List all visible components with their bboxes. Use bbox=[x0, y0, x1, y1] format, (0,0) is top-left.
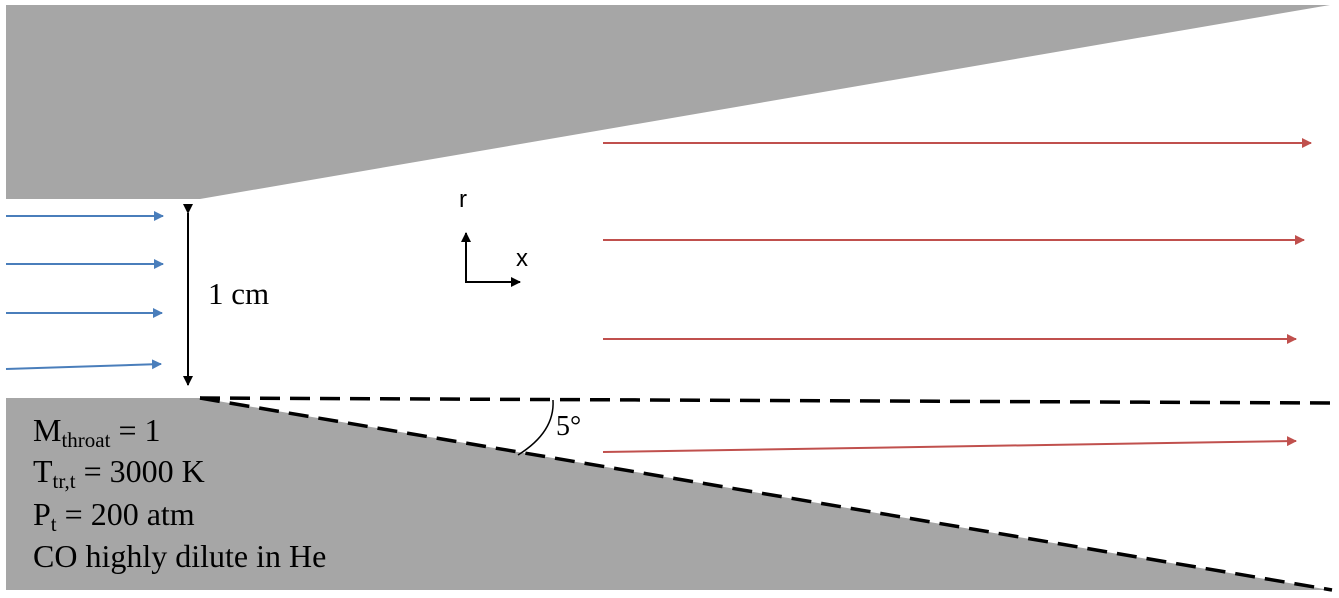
centerline bbox=[199, 396, 1333, 405]
condition-mach: Mthroat = 1 bbox=[33, 412, 160, 452]
condition-value: = 1 bbox=[110, 412, 160, 448]
angle-label: 5° bbox=[556, 411, 581, 442]
axis-x-label: x bbox=[516, 245, 528, 272]
condition-mixture: CO highly dilute in He bbox=[33, 538, 326, 574]
condition-value: = 200 atm bbox=[57, 496, 195, 532]
axis-r-label: r bbox=[459, 186, 467, 213]
condition-symbol: P bbox=[33, 496, 51, 532]
throat-height-label: 1 cm bbox=[208, 276, 269, 311]
condition-value: = 3000 K bbox=[76, 453, 205, 489]
inflow-arrow-4 bbox=[5, 359, 162, 370]
condition-subscript: tr,t bbox=[53, 469, 76, 493]
condition-value: CO highly dilute in He bbox=[33, 538, 326, 574]
condition-pressure: Pt = 200 atm bbox=[33, 496, 195, 536]
outflow-arrow-4 bbox=[602, 436, 1297, 453]
conditions-block: Mthroat = 1 Ttr,t = 3000 K Pt = 200 atm … bbox=[33, 412, 326, 574]
condition-temperature: Ttr,t = 3000 K bbox=[33, 453, 205, 493]
condition-symbol: M bbox=[33, 412, 61, 448]
condition-symbol: T bbox=[33, 453, 53, 489]
axes-icon bbox=[461, 232, 521, 287]
condition-subscript: t bbox=[51, 512, 57, 536]
angle-arc bbox=[517, 399, 554, 456]
lower-nozzle-wall bbox=[6, 398, 1330, 590]
condition-subscript: throat bbox=[61, 428, 110, 452]
upper-nozzle-wall bbox=[6, 5, 1330, 199]
diverging-wall-line bbox=[199, 396, 1333, 592]
